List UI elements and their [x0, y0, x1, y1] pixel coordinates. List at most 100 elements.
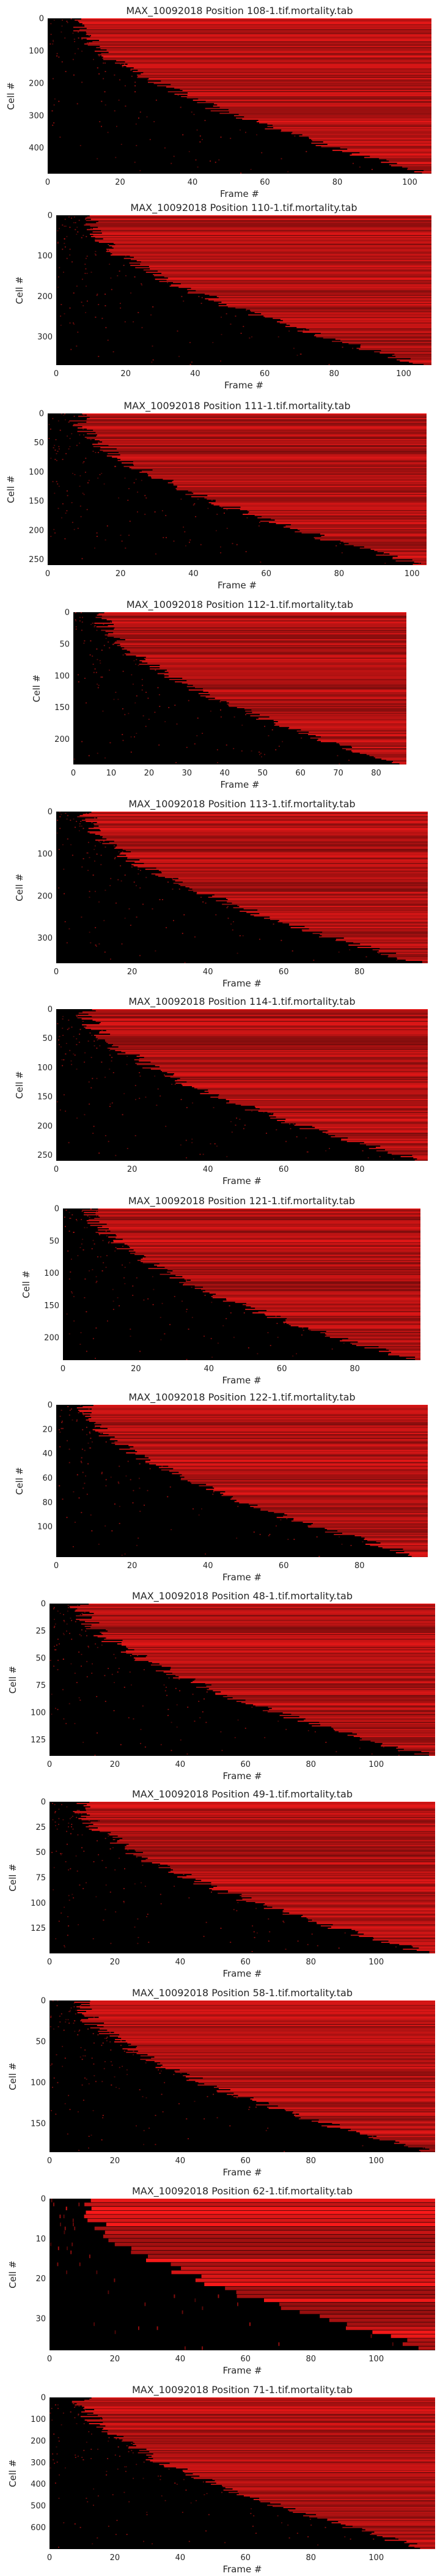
x-tick-label: 0	[47, 2156, 52, 2166]
heatmap-row	[285, 1319, 420, 1320]
x-axis-label: Frame #	[222, 2564, 262, 2575]
heatmap-row	[87, 216, 431, 218]
heatmap-row	[260, 2501, 435, 2503]
heatmap-noise	[114, 1503, 116, 1505]
heatmap-noise	[158, 2475, 159, 2477]
heatmap-noise	[64, 226, 65, 227]
heatmap-noise	[105, 846, 106, 848]
heatmap-noise	[134, 85, 136, 87]
heatmap-row	[208, 897, 428, 898]
heatmap-row	[106, 1637, 436, 1639]
heatmap-row	[284, 1909, 435, 1911]
heatmap-row	[303, 2515, 435, 2517]
heatmap-noise	[277, 1720, 279, 1722]
heatmap-noise	[160, 2070, 162, 2072]
heatmap-noise	[189, 364, 191, 365]
heatmap-row	[173, 1677, 435, 1679]
heatmap-noise	[136, 916, 138, 918]
heatmap-row	[280, 1316, 420, 1317]
heatmap-row	[100, 1632, 435, 1633]
heatmap-noise	[205, 902, 207, 904]
heatmap-row	[350, 154, 431, 156]
chart-panel: MAX_10092018 Position 49-1.tif.mortality…	[7, 1788, 436, 1979]
heatmap-row	[86, 34, 432, 35]
y-tick-label: 25	[35, 1627, 46, 1636]
heatmap-row	[283, 1911, 435, 1912]
heatmap-row	[77, 816, 428, 818]
chart-panel: MAX_10092018 Position 108-1.tif.mortalit…	[6, 5, 432, 199]
heatmap-row	[285, 325, 431, 327]
heatmap-noise	[92, 2543, 94, 2545]
heatmap-row	[162, 2064, 435, 2066]
heatmap-row	[98, 1210, 420, 1212]
heatmap-row	[139, 859, 428, 861]
heatmap-noise	[81, 558, 83, 560]
heatmap-noise	[182, 2512, 183, 2513]
heatmap-noise	[52, 43, 54, 45]
heatmap-noise	[232, 542, 233, 544]
heatmap-noise	[114, 110, 116, 112]
heatmap-row	[175, 1675, 435, 1676]
heatmap-row	[331, 1136, 428, 1138]
heatmap-noise	[63, 1718, 65, 1720]
heatmap-noise	[134, 161, 136, 163]
heatmap-noise	[54, 1811, 56, 1812]
heatmap-noise	[56, 1851, 57, 1852]
heatmap-noise	[88, 2083, 90, 2085]
heatmap-noise	[76, 286, 78, 287]
heatmap-noise	[80, 1635, 82, 1637]
heatmap-noise	[89, 1447, 90, 1449]
heatmap-noise	[73, 2006, 75, 2008]
heatmap-row	[127, 857, 428, 859]
heatmap-row	[167, 1072, 428, 1073]
heatmap-noise	[318, 1556, 320, 1557]
heatmap-noise	[97, 158, 98, 160]
heatmap-row	[411, 1945, 435, 1947]
heatmap-row	[279, 920, 428, 922]
heatmap-row	[292, 131, 431, 133]
y-axis-label: Cell #	[6, 475, 16, 503]
heatmap-row	[156, 867, 428, 869]
heatmap-noise	[286, 1518, 288, 1520]
heatmap-row	[97, 2025, 436, 2026]
heatmap-row	[377, 951, 428, 953]
heatmap-noise	[64, 419, 66, 421]
heatmap-noise	[104, 91, 106, 92]
heatmap-noise	[98, 684, 100, 686]
y-tick-label: 125	[31, 1924, 46, 1933]
x-tick-label: 20	[110, 2553, 120, 2563]
heatmap-noise	[51, 2408, 53, 2409]
heatmap-row	[345, 2524, 435, 2526]
heatmap-noise	[138, 1538, 139, 1539]
heatmap-row	[286, 324, 431, 325]
heatmap-row	[160, 665, 406, 666]
heatmap-noise	[217, 1342, 219, 1344]
heatmap-row	[268, 1706, 435, 1708]
heatmap-row	[154, 1264, 420, 1266]
heatmap-row	[90, 218, 432, 220]
heatmap-row	[115, 62, 432, 64]
heatmap-noise	[252, 1925, 254, 1926]
heatmap-row	[82, 23, 432, 24]
heatmap-noise	[96, 295, 98, 296]
heatmap-noise	[243, 1128, 244, 1130]
heatmap-noise	[191, 1142, 193, 1144]
heatmap-row	[159, 1467, 428, 1468]
heatmap-noise	[82, 235, 84, 236]
heatmap-noise	[282, 741, 284, 742]
heatmap-row	[87, 229, 431, 231]
heatmap-noise	[109, 264, 111, 265]
heatmap-noise	[161, 2495, 163, 2496]
heatmap-row	[107, 2434, 436, 2435]
heatmap-noise	[246, 517, 248, 519]
heatmap-noise	[226, 313, 227, 314]
heatmap-row	[218, 1892, 435, 1894]
heatmap-row	[87, 418, 427, 420]
y-tick-label: 25	[35, 1823, 46, 1832]
heatmap-noise	[110, 277, 112, 279]
heatmap-row	[411, 1556, 428, 1557]
heatmap-row	[118, 2037, 435, 2038]
heatmap-noise	[62, 1689, 64, 1690]
heatmap-row	[205, 696, 406, 698]
heatmap-row	[122, 2439, 435, 2441]
